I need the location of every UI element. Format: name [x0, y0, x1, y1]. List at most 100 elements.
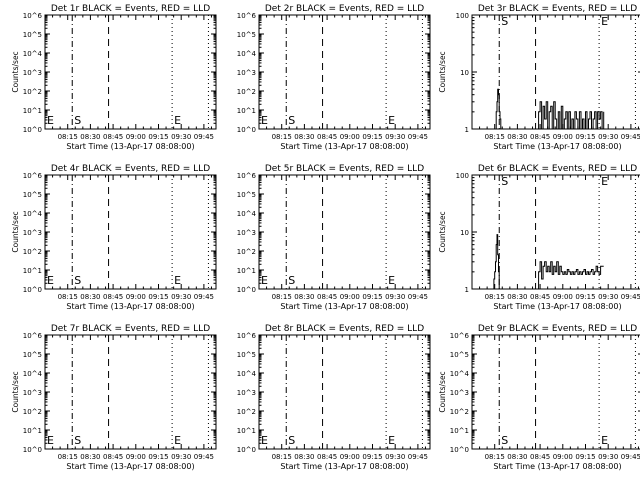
y-tick-label: 10^4: [23, 50, 43, 58]
event-marker-label: E: [601, 175, 608, 188]
y-tick-label: 10^2: [23, 248, 42, 256]
x-tick-label: 08:15: [58, 453, 78, 461]
x-tick-label: 09:15: [362, 133, 382, 141]
plot-frame: [44, 14, 217, 130]
event-marker-label: E: [174, 274, 181, 287]
x-tick-label: 08:30: [80, 453, 100, 461]
chart-panel-7: Det 7r BLACK = Events, RED = LLD Counts/s…: [11, 324, 217, 471]
x-tick-label: 08:30: [294, 133, 314, 141]
y-tick-label: 10^1: [237, 427, 256, 435]
event-marker-label: E: [261, 274, 268, 287]
event-marker-label: E: [47, 434, 54, 447]
y-tick-label: 10^3: [237, 229, 256, 237]
x-axis-label: Start Time (13-Apr-17 08:08:00): [66, 142, 194, 151]
event-marker-label: E: [261, 114, 268, 127]
y-axis-label: Counts/sec: [438, 371, 447, 412]
x-tick-label: 08:45: [317, 453, 337, 461]
x-tick-label: 09:15: [362, 453, 382, 461]
chart-title: Det 5r BLACK = Events, RED = LLD: [265, 164, 424, 174]
chart-title: Det 7r BLACK = Events, RED = LLD: [51, 324, 210, 334]
x-tick-label: 09:00: [340, 453, 360, 461]
y-tick-label: 100: [456, 12, 469, 20]
y-tick-label: 10^2: [450, 408, 469, 416]
chart-title: Det 9r BLACK = Events, RED = LLD: [478, 324, 637, 334]
y-tick-label: 10^6: [237, 12, 257, 20]
x-tick-label: 08:30: [80, 293, 100, 301]
data-series-1: [493, 234, 604, 290]
x-tick-label: 08:45: [530, 453, 550, 461]
x-axis-label: Start Time (13-Apr-17 08:08:00): [493, 462, 621, 471]
y-axis-label: Counts/sec: [11, 211, 20, 252]
x-axis-label: Start Time (13-Apr-17 08:08:00): [66, 302, 194, 311]
x-tick-label: 09:00: [553, 293, 573, 301]
x-tick-label: 09:30: [171, 293, 191, 301]
event-marker-label: E: [261, 434, 268, 447]
y-tick-label: 10^6: [23, 12, 43, 20]
y-tick-label: 10^3: [450, 389, 469, 397]
x-tick-label: 09:45: [621, 133, 640, 141]
x-tick-label: 09:00: [126, 133, 146, 141]
x-tick-label: 08:30: [294, 293, 314, 301]
y-tick-label: 10^0: [23, 126, 42, 134]
event-marker-label: E: [47, 114, 54, 127]
x-tick-label: 08:15: [485, 133, 505, 141]
y-tick-label: 10^3: [237, 389, 256, 397]
chart-title: Det 6r BLACK = Events, RED = LLD: [478, 164, 637, 174]
y-tick-label: 10^5: [23, 191, 42, 199]
y-tick-label: 10^0: [450, 446, 469, 454]
x-tick-label: 08:45: [103, 293, 123, 301]
y-tick-label: 10^6: [237, 332, 257, 340]
x-tick-label: 09:00: [340, 133, 360, 141]
x-tick-label: 09:15: [575, 453, 595, 461]
event-marker-label: S: [288, 434, 295, 447]
chart-panel-4: Det 4r BLACK = Events, RED = LLD Counts/s…: [11, 164, 217, 311]
event-marker-label: S: [74, 274, 81, 287]
event-marker-label: S: [288, 274, 295, 287]
x-tick-label: 08:45: [103, 453, 123, 461]
event-marker-label: S: [288, 114, 295, 127]
y-tick-label: 10^1: [237, 107, 256, 115]
x-axis-label: Start Time (13-Apr-17 08:08:00): [280, 462, 408, 471]
x-axis-label: Start Time (13-Apr-17 08:08:00): [280, 302, 408, 311]
chart-title: Det 2r BLACK = Events, RED = LLD: [265, 4, 424, 14]
x-tick-label: 09:45: [408, 133, 428, 141]
x-tick-label: 08:15: [272, 453, 292, 461]
plot-frame: [471, 334, 640, 450]
y-tick-label: 10^2: [237, 248, 256, 256]
x-tick-label: 08:45: [530, 293, 550, 301]
x-tick-label: 09:30: [385, 293, 405, 301]
y-tick-label: 10^0: [23, 286, 42, 294]
y-tick-label: 10: [460, 69, 469, 77]
chart-panel-3: Det 3r BLACK = Events, RED = LLD Counts/s…: [438, 4, 640, 151]
y-tick-label: 10^0: [237, 286, 256, 294]
x-tick-label: 08:15: [272, 133, 292, 141]
x-tick-label: 09:30: [171, 133, 191, 141]
x-tick-label: 09:15: [575, 293, 595, 301]
x-axis-label: Start Time (13-Apr-17 08:08:00): [493, 142, 621, 151]
x-axis-label: Start Time (13-Apr-17 08:08:00): [280, 142, 408, 151]
y-tick-label: 10^1: [237, 267, 256, 275]
chart-panel-8: Det 8r BLACK = Events, RED = LLD Start Ti…: [237, 324, 431, 471]
y-tick-label: 10: [460, 229, 469, 237]
y-tick-label: 10^4: [450, 370, 470, 378]
y-tick-label: 10^3: [237, 69, 256, 77]
y-tick-label: 10^5: [237, 191, 256, 199]
y-tick-label: 10^5: [237, 31, 256, 39]
chart-panel-9: Det 9r BLACK = Events, RED = LLD Counts/s…: [438, 324, 640, 471]
y-tick-label: 100: [456, 172, 469, 180]
chart-title: Det 1r BLACK = Events, RED = LLD: [51, 4, 210, 14]
y-tick-label: 10^5: [23, 31, 42, 39]
event-marker-label: E: [601, 434, 608, 447]
event-marker-label: S: [501, 15, 508, 28]
x-tick-label: 09:30: [598, 453, 618, 461]
y-tick-label: 10^5: [23, 351, 42, 359]
plot-frame: [258, 334, 431, 450]
chart-title: Det 3r BLACK = Events, RED = LLD: [478, 4, 637, 14]
chart-title: Det 4r BLACK = Events, RED = LLD: [51, 164, 210, 174]
event-marker-label: E: [174, 434, 181, 447]
y-tick-label: 10^4: [23, 370, 43, 378]
plot-frame: [258, 14, 431, 130]
chart-panel-2: Det 2r BLACK = Events, RED = LLD Start Ti…: [237, 4, 431, 151]
